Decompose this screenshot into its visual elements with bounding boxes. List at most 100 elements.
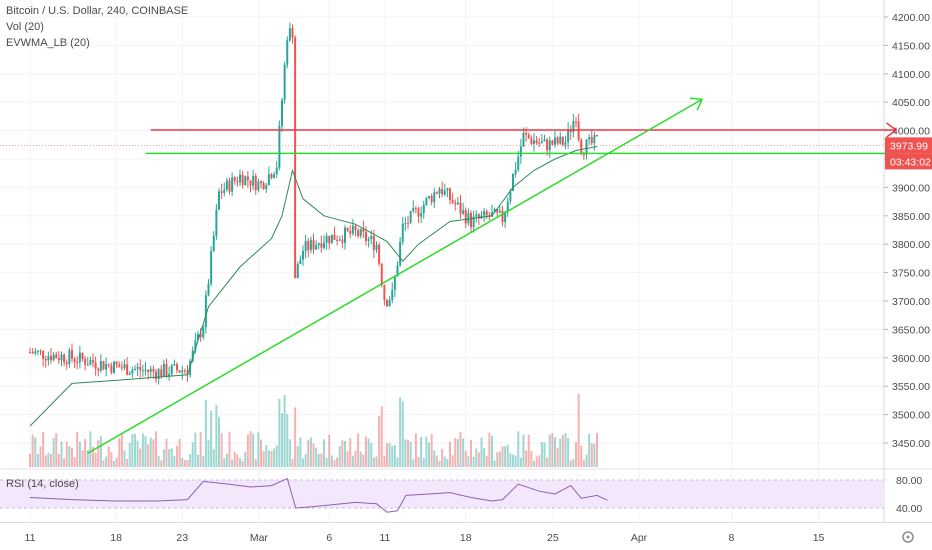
volume-bar <box>514 455 517 467</box>
volume-bar <box>535 456 538 467</box>
volume-bar <box>92 446 94 467</box>
volume-bar <box>210 410 213 467</box>
volume-bar <box>564 432 567 467</box>
candle-body <box>472 216 475 228</box>
candle-body <box>530 138 533 144</box>
candle-body <box>396 265 399 277</box>
candle-body <box>291 28 294 38</box>
volume-bar <box>509 453 512 467</box>
volume-bar <box>170 448 173 467</box>
volume-bar <box>239 458 241 467</box>
volume-bar <box>63 458 66 467</box>
candle-body <box>438 189 441 194</box>
volume-bar <box>304 454 307 467</box>
candle-body <box>42 350 45 360</box>
volume-bar <box>328 434 331 467</box>
candle-body <box>63 354 66 363</box>
candle-body <box>128 373 131 375</box>
candle-body <box>351 225 354 234</box>
symbol-legend-title: Bitcoin / U.S. Dollar, 240, COINBASE <box>6 5 189 17</box>
candle-body <box>425 197 428 205</box>
volume-bar <box>470 439 472 467</box>
candle-body <box>380 264 383 286</box>
volume-bar <box>554 437 556 467</box>
price-tick-label: 3700.00 <box>892 296 930 308</box>
candle-body <box>107 364 110 366</box>
candle-body <box>435 192 438 194</box>
volume-bar <box>433 450 436 467</box>
volume-bar <box>370 443 373 467</box>
candle-body <box>475 214 478 217</box>
candle-body <box>590 137 593 144</box>
candle-body <box>556 137 559 144</box>
volume-bar <box>585 454 588 467</box>
candle-body <box>307 241 310 251</box>
price-tick-label: 3800.00 <box>892 239 930 251</box>
candle-body <box>189 361 192 376</box>
volume-bar <box>435 455 438 467</box>
candle-body <box>588 137 591 140</box>
volume-legend: Vol (20) <box>6 21 44 33</box>
date-tick-label: 23 <box>176 532 188 544</box>
candle-body <box>57 358 60 361</box>
volume-bar <box>157 455 160 467</box>
candle-body <box>522 132 525 147</box>
volume-bar <box>118 438 121 467</box>
volume-bar <box>244 451 247 467</box>
price-tick-label: 4050.00 <box>892 97 930 109</box>
settings-gear-icon[interactable] <box>902 531 914 543</box>
candle-body <box>281 99 283 126</box>
volume-bar <box>362 454 365 467</box>
volume-bar <box>438 460 441 467</box>
volume-bar <box>569 460 572 467</box>
volume-bar <box>120 433 123 467</box>
candle-body <box>582 154 585 156</box>
candle-body <box>567 129 570 143</box>
candle-body <box>113 361 115 373</box>
candle-body <box>344 227 346 243</box>
volume-bar <box>414 433 417 467</box>
rsi-legend: RSI (14, close) <box>6 478 79 490</box>
volume-bar <box>60 441 63 467</box>
candle-body <box>312 239 315 250</box>
volume-bar <box>50 454 52 467</box>
volume-bar <box>52 437 55 467</box>
candle-body <box>506 201 509 212</box>
candle-body <box>493 208 496 213</box>
candle-body <box>94 362 97 369</box>
volume-bar <box>113 460 115 467</box>
volume-bar <box>320 453 323 467</box>
volume-bar <box>78 441 81 467</box>
candle-body <box>517 156 520 170</box>
volume-bar <box>149 437 152 467</box>
candle-body <box>593 135 596 144</box>
volume-bar <box>136 440 139 467</box>
candle-body <box>485 211 488 216</box>
volume-bar <box>344 441 346 467</box>
volume-bar <box>538 455 541 467</box>
volume-bar <box>533 460 535 467</box>
volume-bar <box>228 431 231 467</box>
volume-bar <box>265 445 268 467</box>
candle-body <box>65 362 68 365</box>
candle-body <box>265 184 268 189</box>
candle-body <box>155 371 157 380</box>
volume-bar <box>359 451 362 467</box>
candle-body <box>239 174 241 183</box>
candle-body <box>477 214 480 219</box>
candle-body <box>559 136 562 144</box>
volume-bar <box>498 451 501 467</box>
candle-body <box>147 369 150 372</box>
volume-bar <box>218 416 220 467</box>
volume-bar <box>422 458 425 467</box>
volume-bar <box>393 445 396 467</box>
candle-body <box>186 370 189 376</box>
candle-body <box>338 239 341 241</box>
candle-body <box>551 140 554 145</box>
volume-bar <box>441 448 444 467</box>
volume-bar <box>260 439 262 467</box>
volume-bar <box>194 432 197 467</box>
candle-body <box>393 276 396 290</box>
